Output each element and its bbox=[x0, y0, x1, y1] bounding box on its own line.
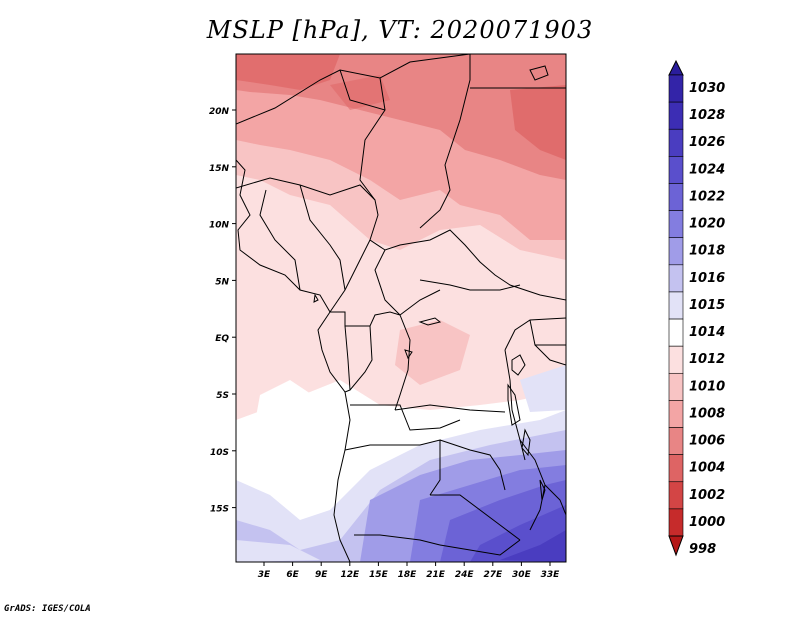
colorbar-label: 1012 bbox=[689, 352, 725, 367]
lon-label: 9E bbox=[315, 570, 328, 580]
colorbar-segment bbox=[668, 345, 684, 374]
colorbar-segment bbox=[668, 372, 684, 401]
colorbar-label: 1022 bbox=[689, 189, 725, 204]
colorbar-label: 1002 bbox=[689, 488, 725, 503]
colorbar-label: 1020 bbox=[689, 217, 725, 232]
lon-label: 24E bbox=[455, 570, 475, 580]
colorbar-label: 1008 bbox=[689, 406, 725, 421]
colorbar-top-arrow bbox=[668, 59, 684, 76]
colorbar-label: 1000 bbox=[689, 515, 725, 530]
lon-label: 21E bbox=[426, 570, 446, 580]
lon-label: 12E bbox=[340, 570, 360, 580]
pressure-field bbox=[236, 54, 566, 562]
colorbar-segment bbox=[668, 291, 684, 320]
colorbar-segment bbox=[668, 101, 684, 130]
lat-label: 15S bbox=[210, 505, 229, 515]
lat-label: 5N bbox=[215, 277, 229, 287]
colorbar-label: 1010 bbox=[689, 379, 725, 394]
colorbar-segment bbox=[668, 318, 684, 347]
colorbar-bottom-arrow bbox=[668, 535, 684, 557]
colorbar-segment bbox=[668, 210, 684, 239]
colorbar: 1030 1028 1026 1024 1022 1020 1018 1016 1015 1014… bbox=[668, 59, 725, 557]
map-title: MSLP [hPa], VT: 2020071903 bbox=[206, 16, 594, 44]
lon-label: 6E bbox=[286, 570, 299, 580]
colorbar-segment bbox=[668, 400, 684, 428]
colorbar-segment bbox=[668, 427, 684, 455]
colorbar-label: 1018 bbox=[689, 244, 725, 259]
lat-label: 10S bbox=[210, 448, 229, 458]
lat-label: EQ bbox=[215, 334, 229, 344]
lat-label: 5S bbox=[216, 391, 229, 401]
map-frame bbox=[235, 53, 567, 563]
colorbar-label: 998 bbox=[689, 542, 716, 557]
lon-label: 30E bbox=[512, 570, 532, 580]
colorbar-label: 1026 bbox=[689, 135, 725, 150]
colorbar-label: 1016 bbox=[689, 271, 725, 286]
colorbar-segment bbox=[668, 183, 684, 211]
map-figure: 20N 15N 10N 5N EQ 5S 10S 15S 3E 6E 9E 12E 15E 18E 21E… bbox=[209, 53, 725, 580]
colorbar-segment bbox=[668, 264, 684, 293]
latitude-axis: 20N 15N 10N 5N EQ 5S 10S 15S bbox=[209, 107, 236, 515]
lon-label: 33E bbox=[541, 570, 561, 580]
colorbar-segment bbox=[668, 508, 684, 537]
lat-label: 20N bbox=[209, 107, 230, 117]
grads-credit: GrADS: IGES/COLA bbox=[4, 604, 91, 614]
colorbar-label: 1028 bbox=[689, 108, 725, 123]
lon-label: 15E bbox=[369, 570, 389, 580]
colorbar-segment bbox=[668, 128, 684, 157]
lon-label: 3E bbox=[258, 570, 271, 580]
colorbar-label: 1006 bbox=[689, 434, 725, 449]
country-borders bbox=[236, 54, 566, 562]
colorbar-segment bbox=[668, 481, 684, 510]
colorbar-segment bbox=[668, 454, 684, 483]
lat-label: 10N bbox=[209, 221, 230, 231]
lat-label: 15N bbox=[209, 164, 230, 174]
colorbar-label: 1004 bbox=[689, 461, 725, 476]
colorbar-segment bbox=[668, 156, 684, 184]
colorbar-label: 1015 bbox=[689, 298, 725, 313]
colorbar-segment bbox=[668, 237, 684, 266]
lon-label: 18E bbox=[398, 570, 418, 580]
colorbar-label: 1030 bbox=[689, 81, 725, 96]
colorbar-label: 1024 bbox=[689, 162, 725, 177]
lon-label: 27E bbox=[483, 570, 503, 580]
colorbar-label: 1014 bbox=[689, 325, 725, 340]
colorbar-segment bbox=[668, 74, 684, 103]
longitude-axis: 3E 6E 9E 12E 15E 18E 21E 24E 27E 30E 33E bbox=[258, 562, 560, 580]
